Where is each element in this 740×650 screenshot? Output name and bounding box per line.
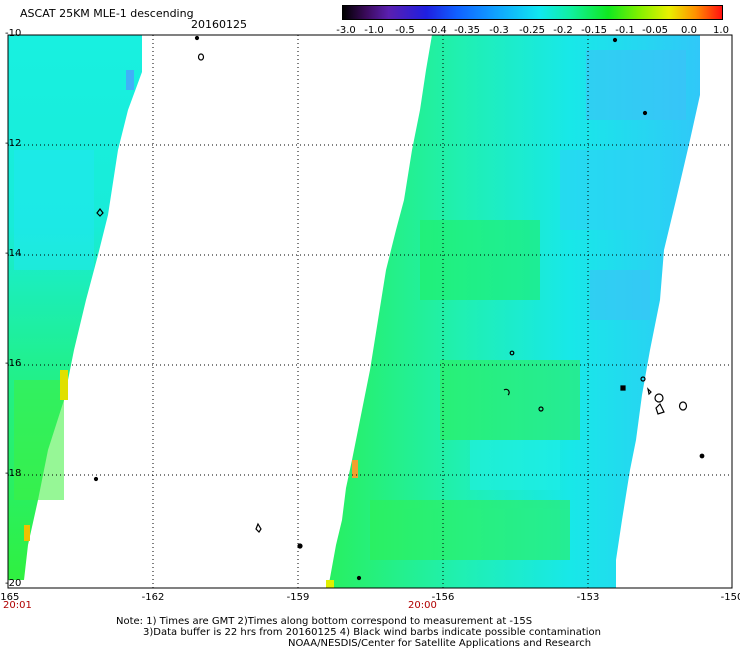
swath-edge-highlights (24, 70, 358, 588)
lon-label: -165 (0, 592, 20, 603)
colorbar-label: 0.0 (681, 25, 697, 36)
lat-label: -20 (5, 578, 22, 589)
lon-label: -162 (141, 592, 165, 603)
colorbar-label: -0.1 (615, 25, 635, 36)
lon-label: -156 (431, 592, 455, 603)
lat-label: -12 (5, 138, 22, 149)
map-title: ASCAT 25KM MLE-1 descending (20, 7, 194, 20)
colorbar-label: -0.5 (395, 25, 415, 36)
island-outlines (93, 35, 705, 581)
colorbar-label: -0.3 (489, 25, 509, 36)
colorbar-label: -0.25 (519, 25, 545, 36)
swath-texture (14, 50, 686, 560)
lat-label: -10 (5, 28, 22, 39)
colorbar-label: -0.05 (642, 25, 668, 36)
colorbar-label: -0.2 (553, 25, 573, 36)
colorbar-label: -0.35 (454, 25, 480, 36)
colorbar (342, 5, 723, 20)
lat-label: -16 (5, 358, 22, 369)
colorbar-label: 1.0 (713, 25, 729, 36)
note-line-3: NOAA/NESDIS/Center for Satellite Applica… (288, 638, 592, 649)
lon-label: -150 (720, 592, 740, 603)
lat-label: -14 (5, 248, 22, 259)
time-label-left: 20:01 (3, 600, 32, 611)
graticule (8, 35, 732, 588)
time-label-mid: 20:00 (408, 600, 437, 611)
map-frame (7, 34, 733, 589)
map-date: 20160125 (191, 18, 247, 31)
lon-label: -159 (286, 592, 310, 603)
note-line-2: 3)Data buffer is 22 hrs from 20160125 4)… (143, 627, 601, 638)
note-line-1: Note: 1) Times are GMT 2)Times along bot… (116, 616, 533, 627)
lat-label: -18 (5, 468, 22, 479)
colorbar-label: -1.0 (364, 25, 384, 36)
colorbar-label: -0.4 (427, 25, 447, 36)
colorbar-label: -0.15 (581, 25, 607, 36)
colorbar-label: -3.0 (336, 25, 356, 36)
lon-label: -153 (576, 592, 600, 603)
